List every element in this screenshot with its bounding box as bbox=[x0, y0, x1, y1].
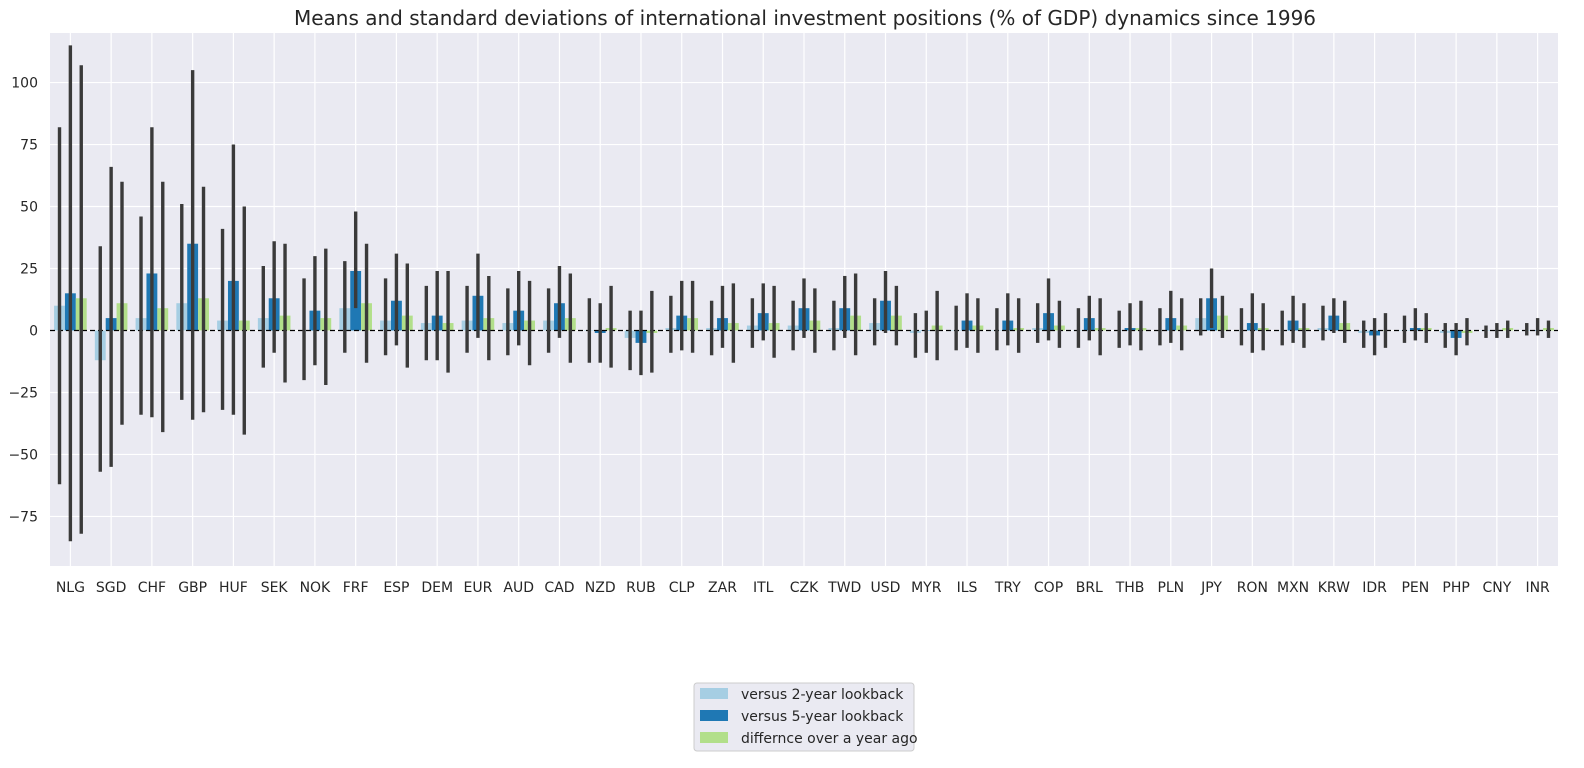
x-tick-label-aud: AUD bbox=[503, 580, 534, 596]
x-tick-label-pln: PLN bbox=[1157, 580, 1184, 596]
y-tick-label: 0 bbox=[29, 323, 38, 339]
x-tick-label-cad: CAD bbox=[544, 580, 574, 596]
x-tick-label-czk: CZK bbox=[790, 580, 819, 596]
x-tick-label-clp: CLP bbox=[669, 580, 695, 596]
x-tick-label-chf: CHF bbox=[138, 580, 166, 596]
y-tick-label: 75 bbox=[20, 138, 38, 154]
y-tick-label: 50 bbox=[20, 200, 38, 216]
legend-swatch-2 bbox=[700, 710, 728, 721]
x-tick-label-sek: SEK bbox=[261, 580, 289, 596]
legend-box bbox=[693, 682, 915, 752]
legend-label-3: differnce over a year ago bbox=[741, 731, 918, 747]
y-axis-ticks: −75 −50 −25 0 25 50 75 100 bbox=[8, 76, 38, 526]
x-tick-label-nlg: NLG bbox=[56, 580, 85, 596]
y-tick-label: 100 bbox=[11, 76, 38, 92]
chart-title: Means and standard deviations of interna… bbox=[294, 6, 1316, 30]
x-tick-label-esp: ESP bbox=[383, 580, 409, 596]
x-tick-label-eur: EUR bbox=[464, 580, 493, 596]
x-tick-label-krw: KRW bbox=[1318, 580, 1350, 596]
x-tick-label-usd: USD bbox=[871, 580, 901, 596]
x-tick-label-frf: FRF bbox=[343, 580, 369, 596]
x-tick-label-ron: RON bbox=[1237, 580, 1268, 596]
y-tick-label: −50 bbox=[8, 447, 38, 463]
y-tick-label: −75 bbox=[8, 509, 38, 525]
x-tick-label-ils: ILS bbox=[957, 580, 978, 596]
legend-label-1: versus 2-year lookback bbox=[741, 687, 904, 703]
x-tick-label-huf: HUF bbox=[219, 580, 248, 596]
legend-label-2: versus 5-year lookback bbox=[741, 709, 904, 725]
x-tick-label-twd: TWD bbox=[827, 580, 861, 596]
x-tick-label-cop: COP bbox=[1034, 580, 1063, 596]
x-axis-ticks: NLG SGD CHF GBP HUF SEK NOK FRF ESP DEM EUR AUD CAD N… bbox=[56, 580, 1550, 596]
legend-swatch-3 bbox=[700, 732, 728, 743]
error-bars bbox=[57, 45, 1551, 542]
x-tick-label-jpy: JPY bbox=[1200, 580, 1222, 596]
x-tick-label-nok: NOK bbox=[300, 580, 331, 596]
x-tick-label-idr: IDR bbox=[1362, 580, 1387, 596]
legend: versus 2-year lookback versus 5-year look… bbox=[693, 682, 918, 752]
x-tick-label-nzd: NZD bbox=[585, 580, 616, 596]
x-tick-label-try: TRY bbox=[994, 580, 1021, 596]
x-tick-label-dem: DEM bbox=[421, 580, 453, 596]
x-tick-label-brl: BRL bbox=[1076, 580, 1103, 596]
legend-swatch-1 bbox=[700, 688, 728, 699]
x-tick-label-rub: RUB bbox=[626, 580, 656, 596]
x-tick-label-cny: CNY bbox=[1482, 580, 1511, 596]
y-tick-label: −25 bbox=[8, 385, 38, 401]
x-tick-label-inr: INR bbox=[1525, 580, 1550, 596]
x-tick-label-sgd: SGD bbox=[96, 580, 127, 596]
x-tick-label-mxn: MXN bbox=[1277, 580, 1309, 596]
x-tick-label-thb: THB bbox=[1115, 580, 1145, 596]
x-tick-label-itl: ITL bbox=[753, 580, 774, 596]
x-tick-label-myr: MYR bbox=[911, 580, 942, 596]
x-tick-label-php: PHP bbox=[1442, 580, 1469, 596]
x-tick-label-pen: PEN bbox=[1401, 580, 1429, 596]
y-gridlines bbox=[50, 81, 1558, 518]
y-tick-label: 25 bbox=[20, 262, 38, 278]
x-tick-label-gbp: GBP bbox=[178, 580, 207, 596]
x-tick-label-zar: ZAR bbox=[708, 580, 737, 596]
